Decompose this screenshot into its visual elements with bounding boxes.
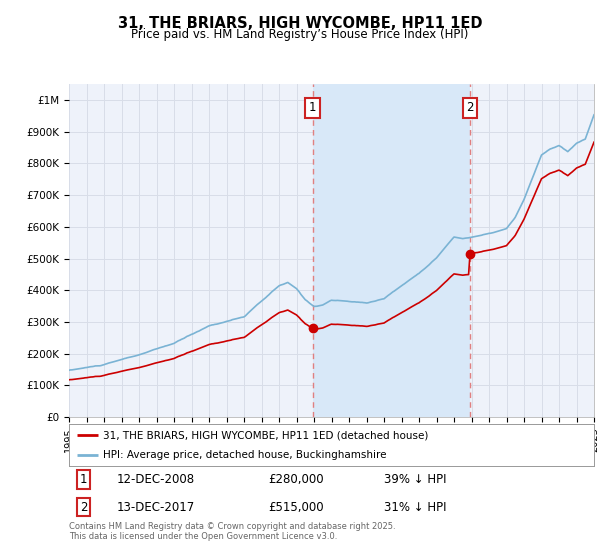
- Text: 2: 2: [80, 501, 88, 514]
- Bar: [313, 84, 470, 417]
- Text: 31, THE BRIARS, HIGH WYCOMBE, HP11 1ED (detached house): 31, THE BRIARS, HIGH WYCOMBE, HP11 1ED (…: [103, 430, 428, 440]
- Text: Price paid vs. HM Land Registry’s House Price Index (HPI): Price paid vs. HM Land Registry’s House …: [131, 28, 469, 41]
- Text: 39% ↓ HPI: 39% ↓ HPI: [384, 473, 446, 486]
- Text: £515,000: £515,000: [269, 501, 324, 514]
- Text: 31% ↓ HPI: 31% ↓ HPI: [384, 501, 446, 514]
- Text: £280,000: £280,000: [269, 473, 324, 486]
- Text: 12-DEC-2008: 12-DEC-2008: [116, 473, 194, 486]
- Text: 1: 1: [80, 473, 88, 486]
- Text: HPI: Average price, detached house, Buckinghamshire: HPI: Average price, detached house, Buck…: [103, 450, 386, 460]
- Text: 13-DEC-2017: 13-DEC-2017: [116, 501, 194, 514]
- Text: 31, THE BRIARS, HIGH WYCOMBE, HP11 1ED: 31, THE BRIARS, HIGH WYCOMBE, HP11 1ED: [118, 16, 482, 31]
- Text: Contains HM Land Registry data © Crown copyright and database right 2025.
This d: Contains HM Land Registry data © Crown c…: [69, 522, 395, 542]
- Text: 1: 1: [309, 101, 316, 114]
- Text: 2: 2: [466, 101, 474, 114]
